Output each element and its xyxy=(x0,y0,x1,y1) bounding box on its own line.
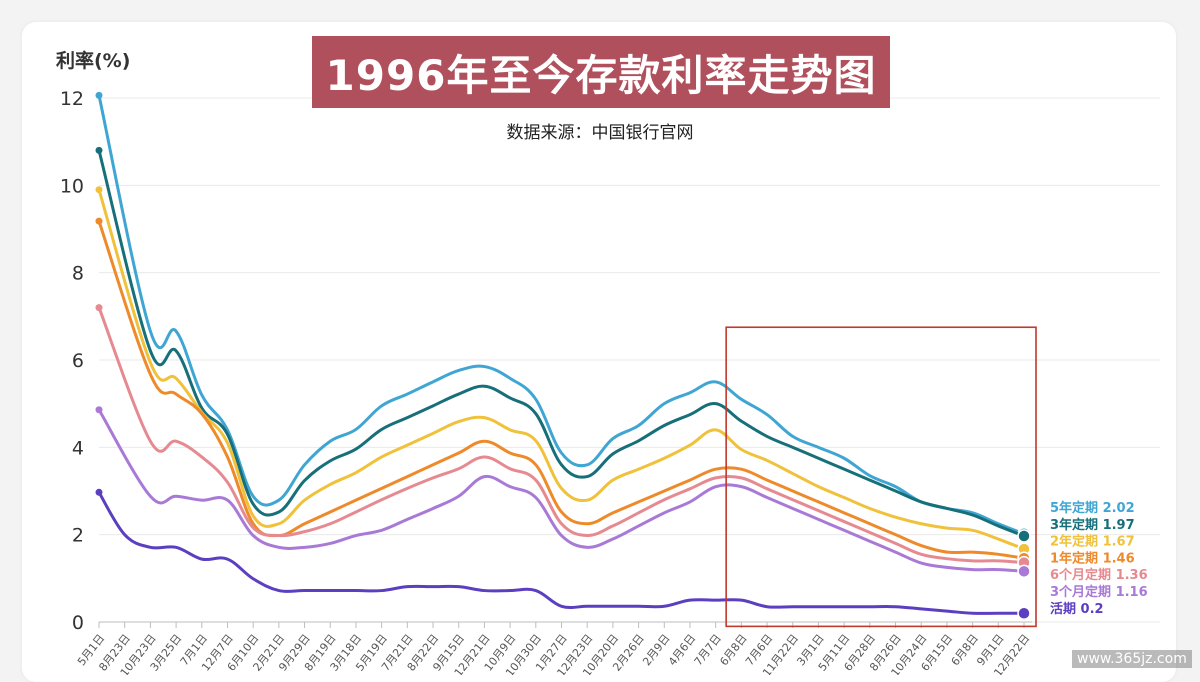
y-tick-label: 10 xyxy=(60,175,84,197)
y-tick-label: 12 xyxy=(60,88,84,110)
chart-card xyxy=(22,22,1176,682)
chart-title: 1996年至今存款利率走势图 xyxy=(325,50,877,100)
end-label-value: 2.02 xyxy=(1103,501,1135,516)
series-line xyxy=(97,408,1026,573)
end-label-name: 3年定期 xyxy=(1050,517,1103,533)
end-label: 2年定期 1.67 xyxy=(1050,534,1135,550)
y-tick-label: 8 xyxy=(72,263,84,285)
series-line xyxy=(97,306,1026,565)
end-label-name: 2年定期 xyxy=(1050,534,1103,550)
y-axis-ticks: 0 2 4 6 8 10 12 xyxy=(60,88,84,634)
series-lines xyxy=(95,91,1031,621)
highlight-rectangle xyxy=(725,326,1037,628)
y-tick-label: 6 xyxy=(72,350,84,372)
series-start-point xyxy=(95,217,103,225)
end-label-value: 1.67 xyxy=(1103,535,1135,550)
series-start-point xyxy=(95,146,103,154)
end-label: 5年定期 2.02 xyxy=(1050,500,1135,516)
end-label-value: 0.2 xyxy=(1081,602,1104,617)
grid-lines xyxy=(99,97,1160,623)
end-label-name: 3个月定期 xyxy=(1050,584,1116,600)
y-axis-title: 利率(%) xyxy=(56,50,131,72)
end-label: 活期 0.2 xyxy=(1050,601,1104,617)
end-label-value: 1.97 xyxy=(1103,518,1135,533)
series-line xyxy=(97,148,1026,538)
series-line xyxy=(97,490,1026,615)
series-end-point xyxy=(1017,529,1031,543)
end-label: 3个月定期 1.16 xyxy=(1050,584,1148,600)
end-label-value: 1.46 xyxy=(1103,551,1135,566)
series-start-point xyxy=(95,186,103,194)
series-start-point xyxy=(95,304,103,312)
series-line xyxy=(97,188,1026,551)
end-label: 3年定期 1.97 xyxy=(1050,517,1135,533)
series-start-point xyxy=(95,406,103,414)
end-label-name: 5年定期 xyxy=(1050,500,1103,516)
y-tick-label: 0 xyxy=(72,612,84,634)
end-label-value: 1.16 xyxy=(1116,585,1148,600)
end-label: 1年定期 1.46 xyxy=(1050,550,1135,566)
series-line xyxy=(97,93,1026,536)
series-line xyxy=(97,219,1026,560)
series-end-point xyxy=(1017,606,1031,621)
series-start-point xyxy=(95,91,103,99)
end-label-name: 1年定期 xyxy=(1050,550,1103,566)
chart-subtitle: 数据来源：中国银行官网 xyxy=(506,123,694,143)
watermark: www.365jz.com xyxy=(1072,650,1192,668)
series-end-point xyxy=(1017,564,1031,579)
highlight-box xyxy=(725,326,1037,628)
end-label-name: 6个月定期 xyxy=(1050,567,1116,583)
series-start-point xyxy=(95,488,103,496)
x-axis: 5月1日8月23日10月23日3月25日7月1日12月7日6月10日2月21日9… xyxy=(75,621,1032,675)
end-label: 6个月定期 1.36 xyxy=(1050,567,1148,583)
end-label-name: 活期 xyxy=(1050,601,1081,617)
title-banner: 1996年至今存款利率走势图 xyxy=(312,36,890,108)
y-tick-label: 4 xyxy=(72,437,84,459)
end-label-value: 1.36 xyxy=(1116,568,1148,583)
y-tick-label: 2 xyxy=(72,525,84,547)
